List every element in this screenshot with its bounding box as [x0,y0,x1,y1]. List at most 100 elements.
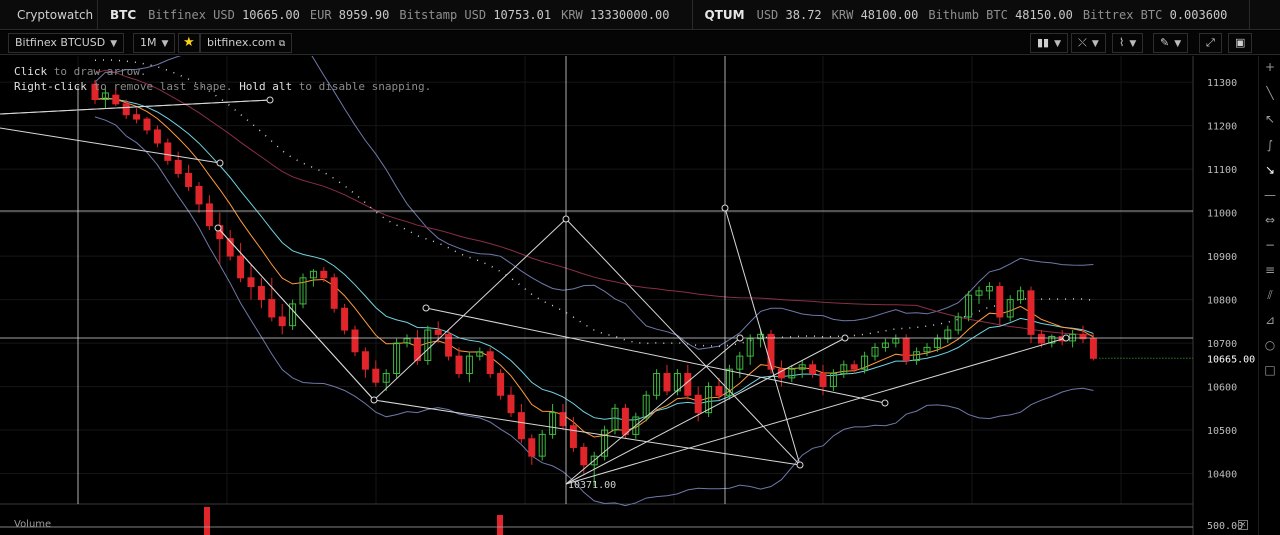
ticker-item[interactable]: USD 38.72 [756,7,822,22]
drawing-handle [881,399,889,407]
drawing-handle [721,204,729,212]
star-icon[interactable]: ★ [178,33,200,53]
pitchfork-icon[interactable]: ⫽ [1267,288,1273,302]
candle-body [767,333,775,370]
candle-body [133,114,141,120]
last-price-tag: 10665.00 [1207,354,1255,365]
drawing-handle [266,96,274,104]
candle-body [528,438,536,457]
candle-body [798,364,806,370]
price-tick-label: 11300 [1207,78,1237,89]
ticker-item[interactable]: Bitfinex USD 10665.00 [148,7,300,22]
candle-body [268,299,276,318]
curve-icon[interactable]: ∫ [1266,138,1274,152]
ticker-item[interactable]: EUR 8959.90 [309,7,390,22]
exchange-link[interactable]: bitfinex.com ⧉ [200,33,293,53]
price-tick-label: 10700 [1207,339,1237,350]
horizontal-line-icon[interactable]: — [1264,188,1276,202]
candle-body [434,329,442,335]
candle-body [913,351,921,361]
candle-body [777,368,785,379]
candle-body [788,368,796,379]
horizontal-ray-icon[interactable]: − [1264,238,1276,252]
fullscreen-icon[interactable]: ⤢ [1199,33,1222,53]
candle-body [351,329,359,353]
candle-body [829,373,837,388]
candle-body [996,286,1004,318]
ticker-bar: Cryptowatch BTC Bitfinex USD 10665.00 EU… [0,0,1280,30]
arrow-icon[interactable]: ↘ [1264,163,1276,177]
candle-body [933,338,941,348]
candle-body [382,373,390,383]
ticker-item[interactable]: Bitstamp USD 10753.01 [399,7,552,22]
candle-body [746,338,754,357]
candle-body [1048,336,1056,344]
candle-body [517,412,525,440]
app-brand[interactable]: Cryptowatch [0,0,98,30]
candle-body [892,338,900,344]
low-price-label: 10371.00 [568,480,616,491]
chevron-down-icon: ▼ [161,39,169,49]
candle-body [174,159,182,174]
close-icon[interactable]: ✕ [1238,520,1248,530]
ticker-group-btc[interactable]: BTC Bitfinex USD 10665.00 EUR 8959.90 Bi… [98,0,693,30]
candle-body [611,407,619,431]
fan-icon[interactable]: ⊿ [1264,313,1276,327]
sma-slow-line [94,69,1094,336]
price-tick-label: 10800 [1207,296,1237,307]
line-icon[interactable]: ╲ [1266,86,1274,100]
fib-icon[interactable]: ≡ [1264,263,1276,277]
candle-body [601,429,609,457]
ticker-symbol: BTC [110,7,137,22]
crosshair-icon[interactable]: ⤬ ▼ [1071,33,1106,53]
candle-body [923,346,931,353]
candle-body [486,351,494,375]
bollinger-upper-line [94,56,1094,350]
candle-body [393,342,401,375]
drawing-handle [422,304,430,312]
draw-pencil-icon[interactable]: ✎ ▼ [1153,33,1189,53]
ticker-group-qtum[interactable]: QTUM USD 38.72 KRW 48100.00 Bithumb BTC … [693,0,1251,30]
rectangle-icon[interactable]: □ [1264,363,1276,377]
ticker-item[interactable]: KRW 48100.00 [831,7,919,22]
ticker-item[interactable]: Bittrex BTC 0.003600 [1082,7,1228,22]
price-tick-label: 11100 [1207,165,1237,176]
candles-icon[interactable]: ▮▮ ▼ [1030,33,1069,53]
candle-body [330,277,338,309]
ticker-item[interactable]: KRW 13330000.00 [561,7,670,22]
price-tick-label: 11000 [1207,209,1237,220]
price-tick-label: 10600 [1207,383,1237,394]
candle-body [663,373,671,392]
candle-body [580,446,588,466]
price-tick-label: 10400 [1207,470,1237,481]
market-select[interactable]: Bitfinex BTCUSD ▼ [8,33,125,53]
screenshot-icon[interactable]: ▣ [1228,33,1253,53]
drawn-arrow-line [724,207,801,466]
candle-body [954,316,962,331]
drawing-handle [1062,334,1070,342]
drawing-handle [796,461,804,469]
price-chart[interactable]: 11300 11200 11100 11000 10900 10800 10700 10600… [0,56,1258,535]
plus-icon[interactable]: + [1264,60,1276,74]
candle-body [850,364,858,370]
ticker-symbol: QTUM [704,7,745,22]
candle-body [507,394,515,414]
candle-body [538,433,546,457]
external-link-icon: ⧉ [278,39,286,49]
candle-body [653,373,661,396]
indicators-icon[interactable]: ⌇ ▼ [1112,33,1144,53]
ticker-item[interactable]: Bithumb BTC 48150.00 [928,7,1073,22]
candle-body [403,338,411,344]
candle-body [424,329,432,361]
close-icon[interactable] [1238,56,1248,66]
candle-body [757,333,765,340]
period-select[interactable]: 1M ▼ [133,33,176,53]
candle-body [840,364,848,375]
drawing-handle [216,159,224,167]
candle-body [1037,333,1045,344]
candle-body [122,103,130,116]
drawn-arrow-line [565,218,801,466]
ray-icon[interactable]: ↖ [1264,112,1276,126]
ellipse-icon[interactable]: ○ [1264,338,1276,352]
measure-icon[interactable]: ⇔ [1264,213,1276,227]
